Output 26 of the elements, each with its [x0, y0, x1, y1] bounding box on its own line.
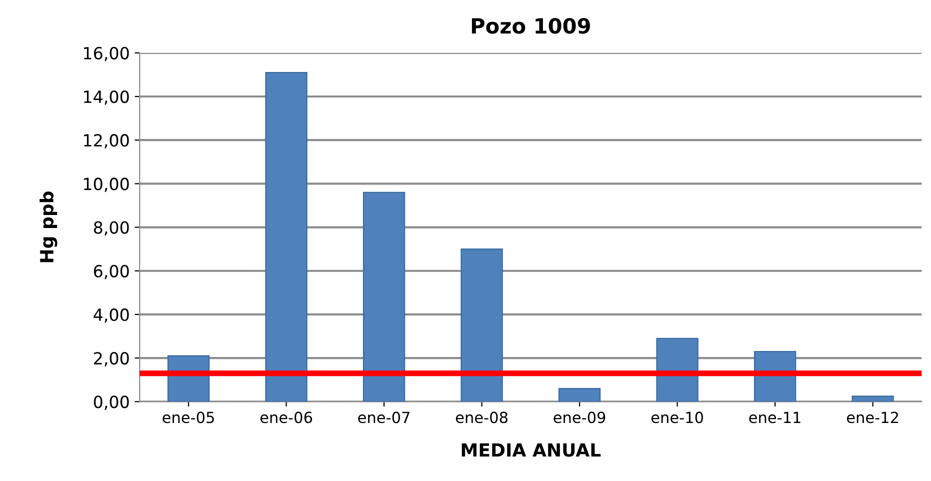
bar	[656, 338, 698, 402]
x-tick-label: ene-12	[846, 412, 898, 424]
x-tick-label: ene-06	[260, 412, 312, 424]
chart-title: Pozo 1009	[472, 18, 590, 34]
x-tick-label: ene-08	[456, 412, 508, 424]
bar	[558, 388, 601, 402]
x-tick-label: ene-07	[358, 412, 410, 424]
y-tick-label: 4,00	[94, 308, 129, 323]
x-tick-label: ene-10	[651, 412, 704, 424]
x-tick-label: ene-11	[749, 412, 800, 424]
y-tick-label: 12,00	[84, 134, 129, 148]
y-tick-label: 8,00	[94, 221, 129, 236]
y-tick-label: 0,00	[94, 396, 129, 410]
y-tick-label: 16,00	[84, 46, 129, 62]
x-tick-label: ene-09	[554, 412, 606, 424]
x-tick-label: ene-05	[162, 412, 214, 424]
bar	[852, 396, 894, 402]
y-axis-title: Hg ppb	[40, 192, 58, 262]
bar	[362, 192, 406, 402]
bar	[460, 248, 503, 402]
y-tick-label: 10,00	[84, 178, 129, 192]
x-axis-title: MEDIA ANUAL	[462, 443, 601, 457]
y-tick-label: 14,00	[84, 90, 129, 105]
y-tick-label: 2,00	[94, 352, 129, 366]
bar	[265, 72, 308, 402]
y-tick-label: 6,00	[94, 264, 129, 280]
